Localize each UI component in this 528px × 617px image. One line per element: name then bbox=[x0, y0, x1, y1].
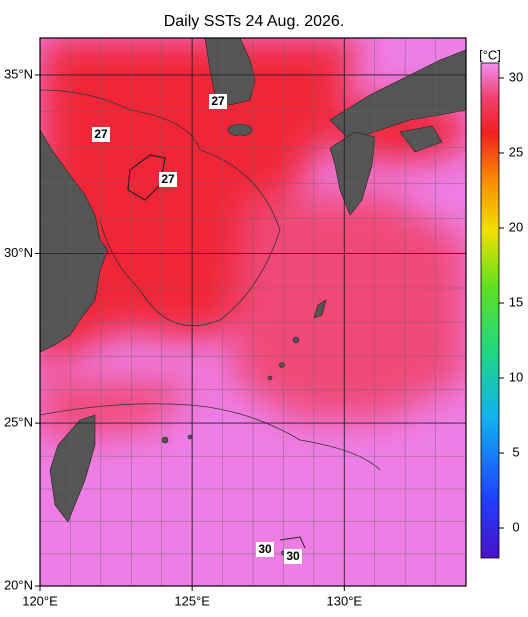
contour-label-box bbox=[284, 549, 302, 564]
lon-tick-label: 125°E bbox=[174, 593, 210, 608]
colorbar-tick-label: 15 bbox=[509, 294, 523, 309]
lon-tick-label: 130°E bbox=[327, 593, 363, 608]
colorbar bbox=[480, 62, 500, 559]
land bbox=[40, 38, 466, 556]
colorbar-tick-label: 5 bbox=[512, 444, 519, 459]
lon-tick-label: 120°E bbox=[22, 593, 58, 608]
colorbar-label: [°C] bbox=[479, 47, 501, 62]
sst-field bbox=[40, 38, 466, 586]
colorbar-tick-label: 0 bbox=[512, 519, 519, 534]
lat-tick-label: 25°N bbox=[4, 415, 33, 430]
contour-label: 27 bbox=[94, 127, 108, 141]
contour-label: 27 bbox=[211, 94, 225, 108]
colorbar-tick-label: 10 bbox=[509, 369, 523, 384]
lat-tick-label: 35°N bbox=[4, 66, 33, 81]
contour-label-box bbox=[209, 94, 227, 109]
contour-label: 30 bbox=[258, 542, 272, 556]
contour-label: 27 bbox=[161, 172, 175, 186]
map-frame bbox=[39, 37, 467, 587]
contour-label-box bbox=[256, 542, 274, 557]
lat-tick-label: 20°N bbox=[4, 577, 33, 592]
lat-tick-label: 30°N bbox=[4, 245, 33, 260]
colorbar-tick-label: 30 bbox=[509, 69, 523, 84]
map-title: Daily SSTs 24 Aug. 2026. bbox=[164, 13, 345, 30]
contour-label-box bbox=[159, 172, 177, 187]
contour-label-box bbox=[92, 127, 110, 142]
colorbar-tick-label: 25 bbox=[509, 144, 523, 159]
colorbar-tick-label: 20 bbox=[509, 219, 523, 234]
contour-label: 30 bbox=[286, 549, 300, 563]
